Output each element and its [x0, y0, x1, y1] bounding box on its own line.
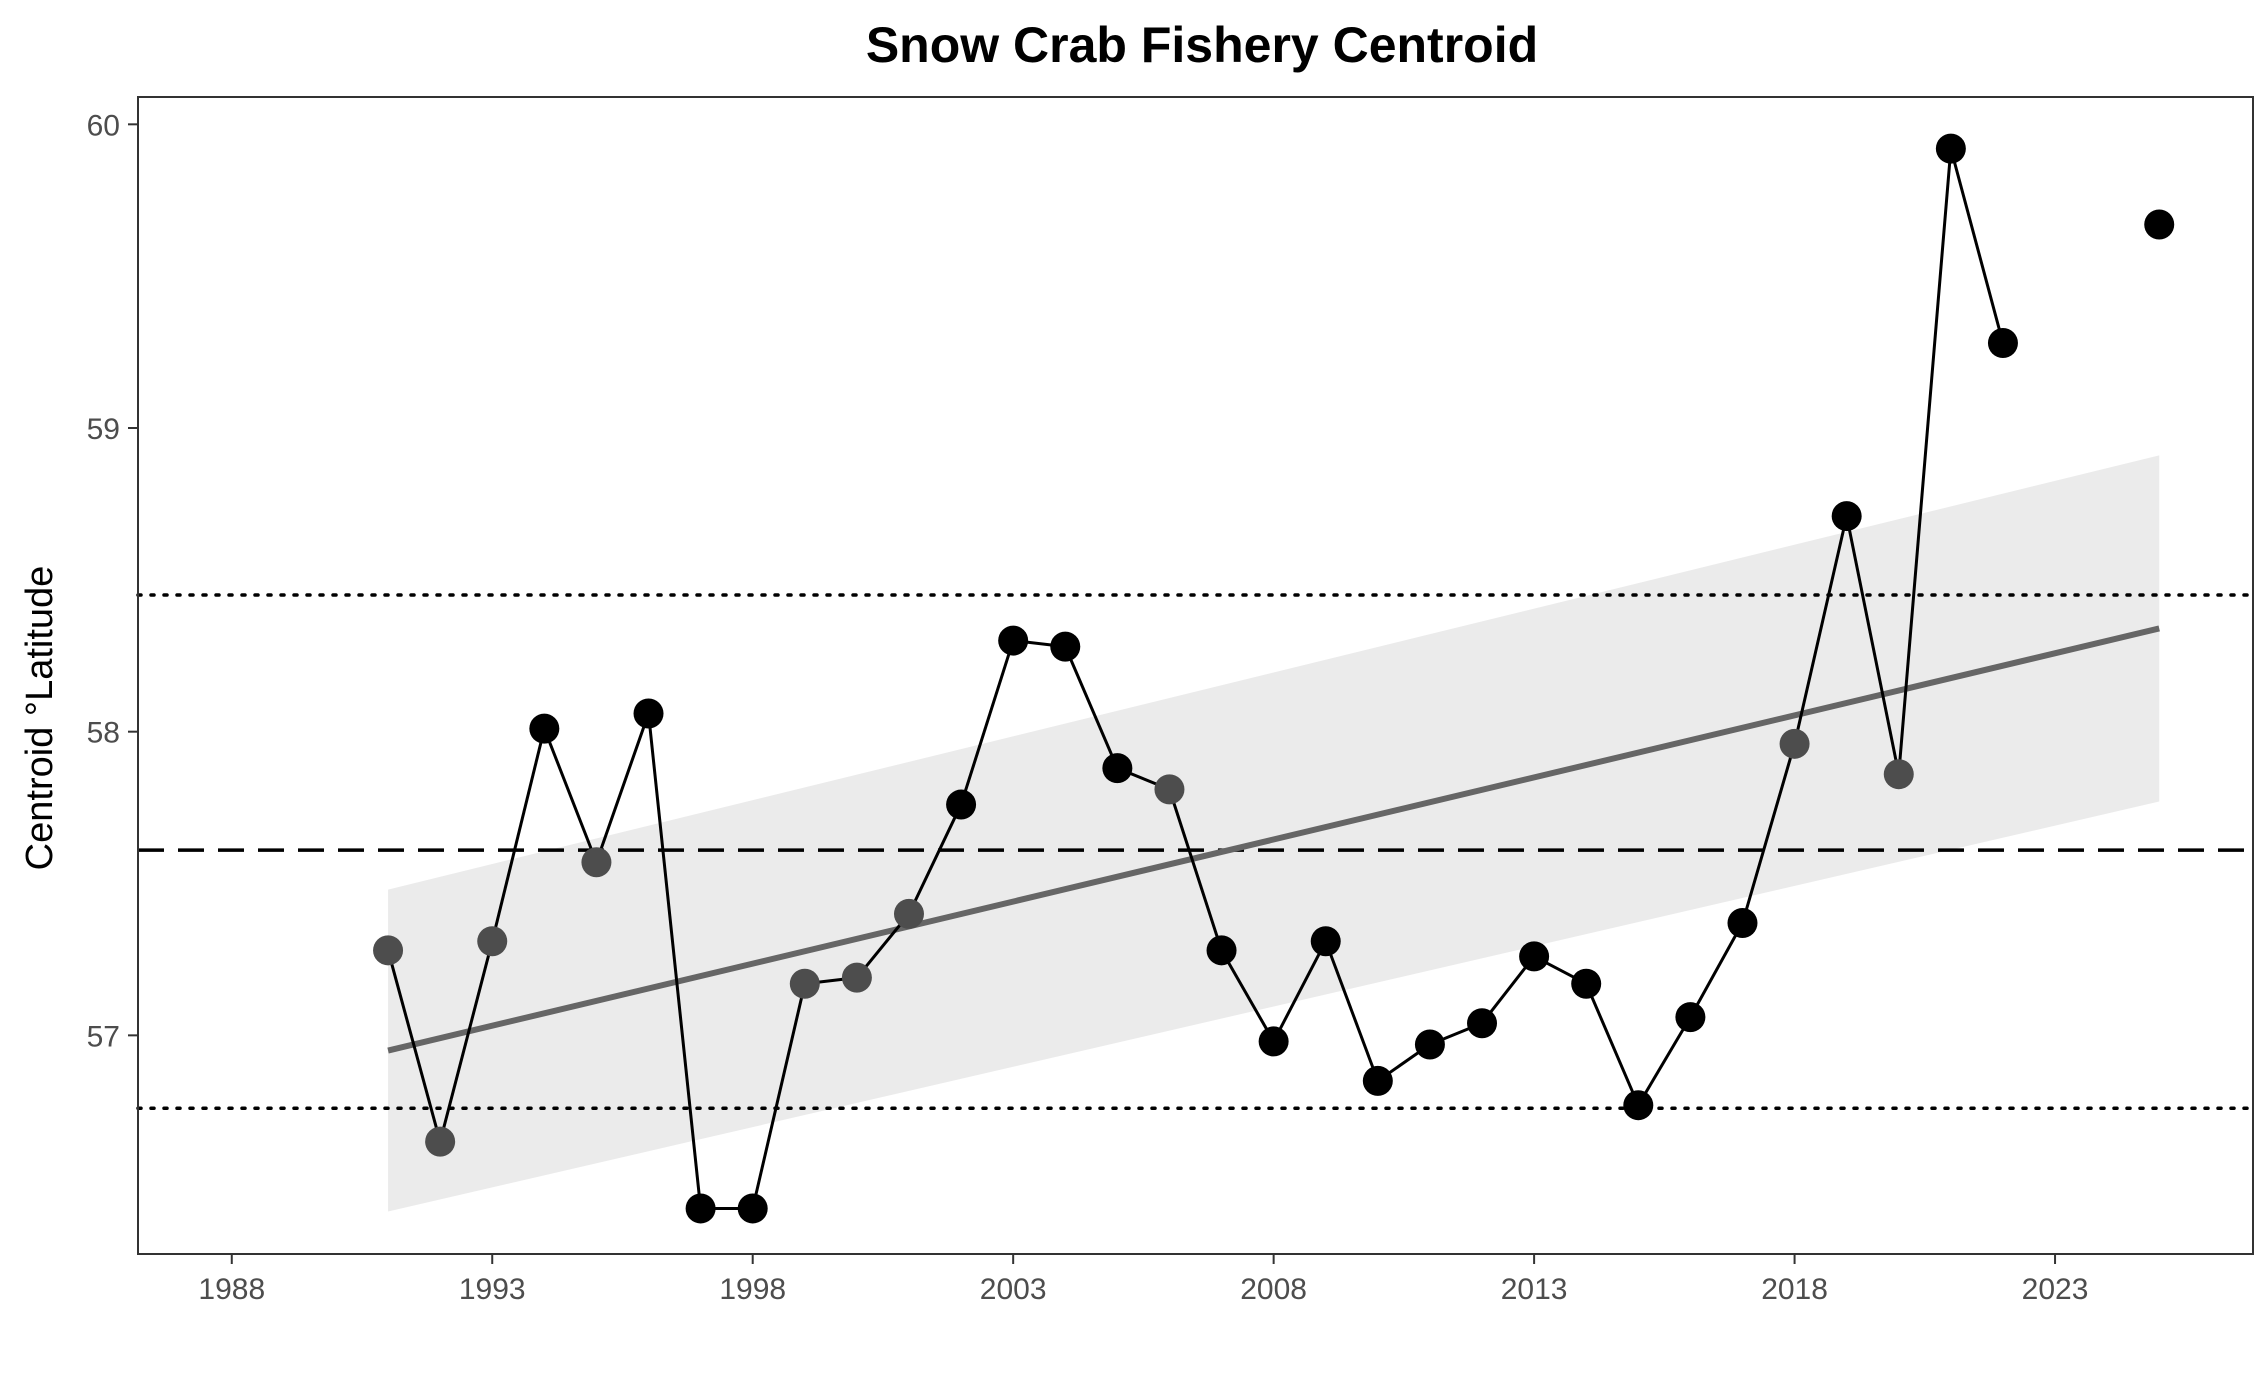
series-segment [959, 640, 1015, 806]
data-point [1987, 327, 2018, 358]
data-point [1831, 501, 1862, 532]
data-point [1779, 728, 1810, 759]
data-point [529, 713, 560, 744]
series-segment [1845, 515, 1901, 775]
x-tick-label: 2003 [980, 1273, 1047, 1306]
series-segment [1793, 515, 1849, 745]
x-tick-label: 1998 [719, 1273, 786, 1306]
data-point [1050, 631, 1081, 662]
series-segment [1272, 940, 1328, 1043]
series-segment [542, 728, 598, 863]
data-point [477, 926, 508, 957]
chart-title: Snow Crab Fishery Centroid [866, 17, 1538, 73]
series-segment [1689, 922, 1744, 1018]
series-segment [1063, 646, 1119, 769]
data-point [1414, 1029, 1445, 1060]
series-segment [1220, 949, 1275, 1043]
data-point [633, 698, 664, 729]
series-segment [438, 940, 494, 1143]
data-point [893, 898, 924, 929]
series-segment [595, 712, 650, 863]
data-point [685, 1193, 716, 1224]
data-point [737, 1193, 768, 1224]
y-tick-label: 59 [87, 413, 120, 446]
trend-confidence-band [388, 455, 2160, 1212]
data-point [425, 1126, 456, 1157]
data-point [946, 789, 977, 820]
data-point [1519, 941, 1550, 972]
x-tick-label: 2018 [1761, 1273, 1828, 1306]
data-point [2144, 209, 2175, 240]
series-segment [1949, 148, 2005, 344]
x-tick-label: 2023 [2022, 1273, 2089, 1306]
y-tick-label: 60 [87, 109, 120, 142]
x-tick-label: 1993 [459, 1273, 526, 1306]
series-segment [1637, 1016, 1692, 1106]
x-tick-label: 2013 [1501, 1273, 1568, 1306]
data-point [1154, 774, 1185, 805]
panel-border [137, 96, 2254, 1255]
data-point [1623, 1090, 1654, 1121]
data-point [1362, 1065, 1393, 1096]
data-point [1935, 133, 1966, 164]
data-point [1310, 926, 1341, 957]
x-tick-label: 1988 [198, 1273, 265, 1306]
data-point [789, 968, 820, 999]
x-tick-label: 2008 [1240, 1273, 1307, 1306]
data-point [1206, 935, 1237, 966]
data-point [581, 847, 612, 878]
data-point [1727, 907, 1758, 938]
series-segment [1897, 148, 1953, 775]
data-point [373, 935, 404, 966]
series-segment [1741, 743, 1797, 924]
series-segment [1324, 940, 1380, 1082]
y-axis-label: Centroid °Latitude [19, 566, 61, 871]
series-segment [647, 713, 703, 1209]
series-segment [1584, 983, 1640, 1106]
series-segment [907, 803, 963, 915]
series-segment [1168, 788, 1223, 951]
data-point [1883, 759, 1914, 790]
data-point [998, 625, 1029, 656]
trend-line [387, 625, 2160, 1054]
data-point [1102, 753, 1133, 784]
data-point [841, 962, 872, 993]
plot-area: 1988 1993 1998 2003 2008 2013 2018 2023 57 58 59 60 [87, 96, 2255, 1306]
data-point [1467, 1008, 1498, 1039]
series-segment [751, 983, 807, 1209]
series-segment [386, 949, 442, 1143]
y-tick-label: 58 [87, 717, 120, 750]
data-point [1571, 968, 1602, 999]
series-segment [490, 728, 546, 942]
data-point [1675, 1002, 1706, 1033]
data-point [1258, 1026, 1289, 1057]
y-tick-label: 57 [87, 1020, 120, 1053]
